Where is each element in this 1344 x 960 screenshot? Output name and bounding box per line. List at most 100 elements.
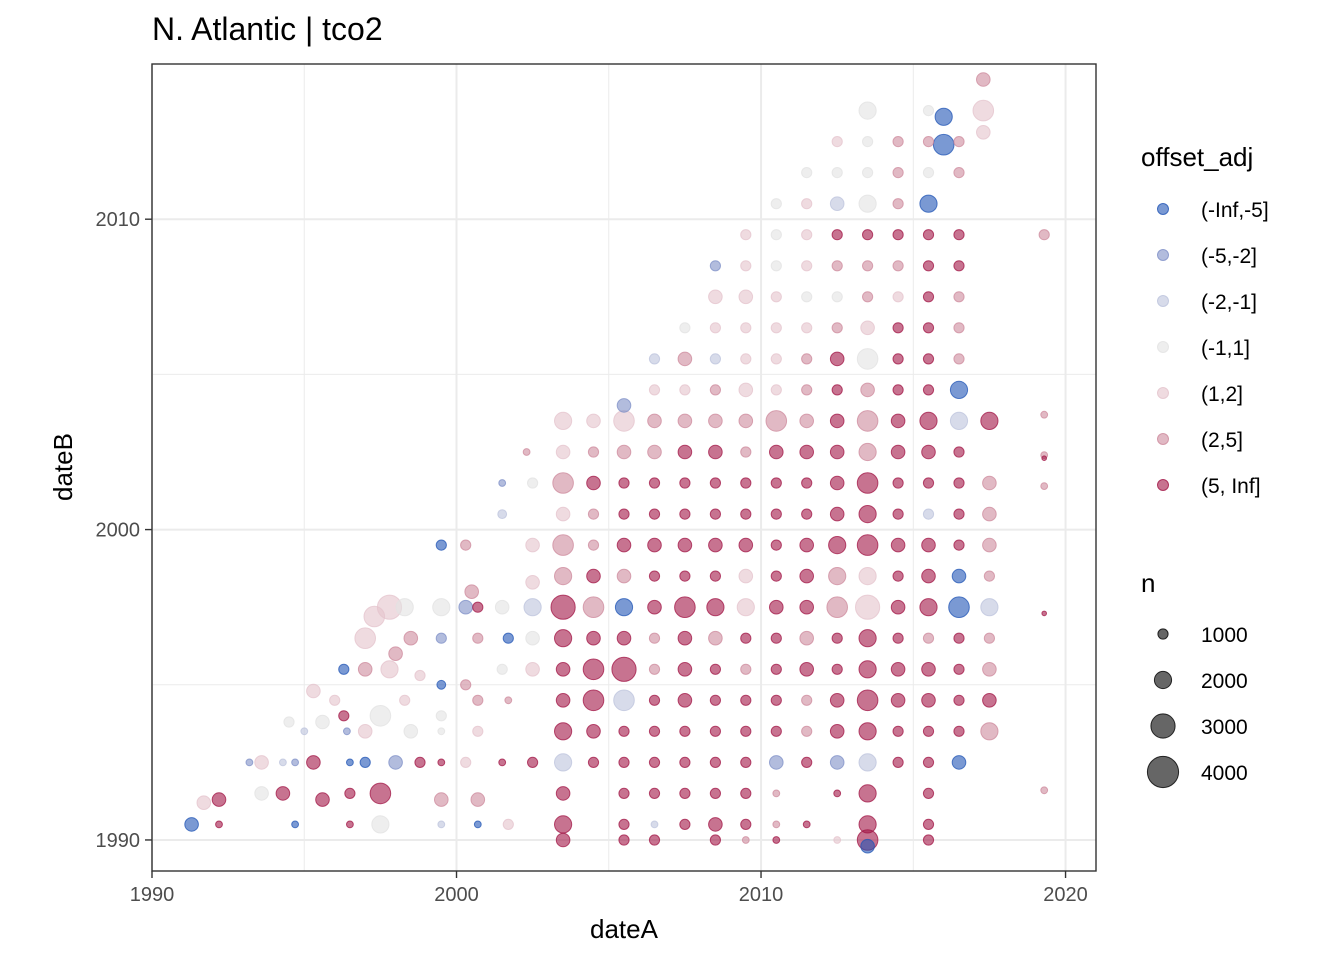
data-point bbox=[709, 322, 722, 334]
data-point bbox=[922, 477, 935, 489]
data-point bbox=[740, 632, 752, 644]
data-point bbox=[674, 596, 696, 619]
data-point bbox=[435, 539, 447, 551]
data-point bbox=[388, 755, 403, 770]
data-point bbox=[472, 725, 484, 737]
data-point bbox=[679, 477, 691, 489]
legend-size-label: 3000 bbox=[1201, 716, 1248, 739]
data-point bbox=[858, 629, 877, 648]
data-point bbox=[770, 725, 782, 737]
data-point bbox=[616, 444, 632, 460]
data-point bbox=[892, 322, 904, 334]
data-point bbox=[554, 629, 573, 648]
data-point bbox=[892, 353, 904, 365]
data-point bbox=[618, 818, 630, 831]
data-point bbox=[677, 693, 693, 708]
data-point bbox=[922, 322, 935, 334]
data-point bbox=[799, 599, 815, 615]
data-point bbox=[799, 413, 815, 429]
data-point bbox=[738, 413, 754, 429]
data-point bbox=[921, 568, 936, 584]
data-point bbox=[709, 570, 722, 582]
data-point bbox=[831, 167, 843, 179]
data-point bbox=[354, 627, 377, 650]
data-point bbox=[922, 136, 935, 148]
data-point bbox=[291, 758, 300, 767]
data-point bbox=[892, 167, 904, 179]
data-point bbox=[403, 724, 419, 739]
data-point bbox=[555, 662, 571, 677]
data-point bbox=[983, 570, 996, 582]
data-point bbox=[855, 594, 881, 620]
data-point bbox=[770, 384, 782, 396]
data-point bbox=[648, 663, 661, 675]
data-point bbox=[618, 477, 630, 489]
data-point bbox=[922, 105, 935, 117]
data-point bbox=[980, 722, 999, 741]
data-point bbox=[833, 789, 842, 798]
legend-color-label: (-5,-2] bbox=[1201, 245, 1257, 268]
data-point bbox=[648, 787, 661, 800]
data-point bbox=[618, 787, 630, 800]
data-point bbox=[554, 722, 573, 741]
y-tick-label: 2010 bbox=[96, 209, 141, 231]
data-point bbox=[279, 758, 287, 767]
data-point bbox=[306, 683, 321, 699]
data-point bbox=[371, 815, 390, 834]
data-point bbox=[306, 755, 321, 770]
data-point bbox=[932, 133, 955, 156]
data-point bbox=[983, 632, 996, 644]
data-point bbox=[831, 291, 843, 303]
data-point bbox=[679, 322, 691, 334]
data-point bbox=[275, 786, 291, 801]
data-point bbox=[587, 508, 600, 520]
data-point bbox=[890, 599, 906, 615]
panel-border bbox=[151, 63, 1097, 872]
legend-color-key bbox=[1157, 433, 1169, 445]
data-point bbox=[922, 229, 935, 241]
data-point bbox=[833, 836, 842, 844]
legend-color-key bbox=[1157, 341, 1169, 353]
data-point bbox=[709, 694, 722, 706]
data-point bbox=[245, 758, 254, 767]
legend-size-title: n bbox=[1141, 568, 1155, 598]
data-point bbox=[738, 382, 754, 398]
data-point bbox=[919, 194, 938, 213]
data-point bbox=[856, 689, 879, 712]
data-point bbox=[858, 660, 877, 679]
data-point bbox=[801, 353, 813, 365]
data-point bbox=[647, 599, 662, 615]
data-point bbox=[363, 605, 386, 628]
data-point bbox=[1041, 610, 1047, 617]
data-point bbox=[829, 351, 845, 367]
legend-size-label: 2000 bbox=[1201, 670, 1248, 693]
data-point bbox=[709, 787, 722, 800]
data-point bbox=[329, 694, 341, 706]
data-point bbox=[502, 632, 514, 644]
legend-color-label: (1,2] bbox=[1201, 383, 1243, 406]
data-point bbox=[829, 724, 845, 739]
data-point bbox=[858, 194, 877, 213]
data-point bbox=[460, 539, 472, 551]
data-point bbox=[369, 705, 392, 727]
data-point bbox=[953, 229, 965, 241]
data-point bbox=[709, 260, 722, 272]
data-point bbox=[828, 536, 847, 555]
data-point bbox=[315, 792, 330, 807]
data-point bbox=[772, 836, 781, 844]
data-point bbox=[708, 630, 723, 646]
data-point bbox=[919, 598, 938, 617]
data-point bbox=[770, 508, 782, 520]
data-point bbox=[586, 475, 601, 491]
data-point bbox=[831, 632, 843, 644]
legend-color-label: (2,5] bbox=[1201, 429, 1243, 452]
data-point bbox=[890, 444, 906, 460]
data-point bbox=[769, 444, 784, 460]
data-point bbox=[831, 136, 843, 148]
data-point bbox=[708, 537, 723, 553]
data-point bbox=[953, 725, 965, 737]
data-point bbox=[709, 477, 722, 489]
data-point bbox=[770, 198, 782, 210]
legend-color-key bbox=[1157, 479, 1169, 491]
